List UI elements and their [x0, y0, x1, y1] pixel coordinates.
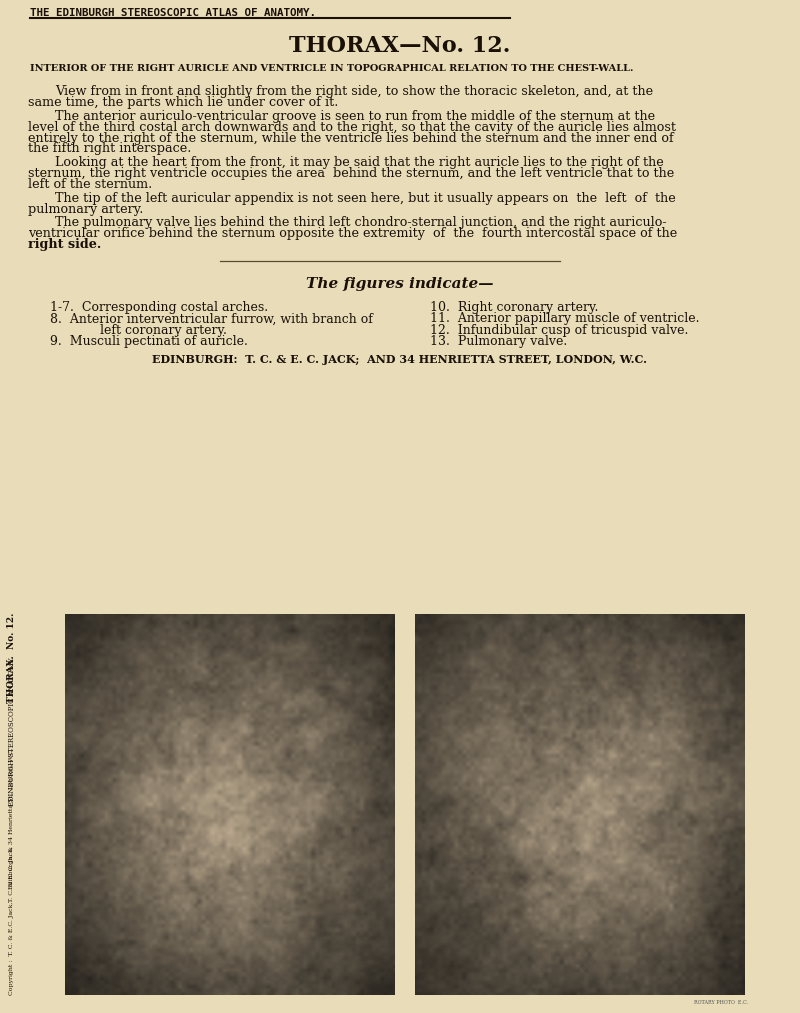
Text: Copyright :  T. C. & E.C. Jack,: Copyright : T. C. & E.C. Jack,	[10, 902, 14, 995]
Text: The tip of the left auricular appendix is not seen here, but it usually appears : The tip of the left auricular appendix i…	[55, 191, 676, 205]
Text: 11.  Anterior papillary muscle of ventricle.: 11. Anterior papillary muscle of ventric…	[430, 312, 699, 325]
Text: level of the third costal arch downwards and to the right, so that the cavity of: level of the third costal arch downwards…	[28, 121, 676, 134]
Bar	[65, 615, 395, 995]
Text: right side.: right side.	[28, 238, 102, 251]
Text: 9.  Musculi pectinati of auricle.: 9. Musculi pectinati of auricle.	[50, 335, 248, 347]
Bar	[415, 615, 745, 995]
Text: THE EDINBURGH STEREOSCOPIC ATLAS OF ANATOMY.: THE EDINBURGH STEREOSCOPIC ATLAS OF ANAT…	[30, 8, 316, 18]
Text: 1-7.  Corresponding costal arches.: 1-7. Corresponding costal arches.	[50, 301, 268, 314]
Text: The anterior auriculo-ventricular groove is seen to run from the middle of the s: The anterior auriculo-ventricular groove…	[55, 109, 655, 123]
Text: 10.  Right coronary artery.: 10. Right coronary artery.	[430, 301, 598, 314]
Text: 12.  Infundibular cusp of tricuspid valve.: 12. Infundibular cusp of tricuspid valve…	[430, 324, 688, 336]
Text: T. C. & E. C. Jack,: T. C. & E. C. Jack,	[10, 846, 14, 903]
Text: the fifth right interspace.: the fifth right interspace.	[28, 143, 191, 155]
Text: THORAX—No. 12.: THORAX—No. 12.	[290, 35, 510, 58]
Text: sternum, the right ventricle occupies the area  behind the sternum, and the left: sternum, the right ventricle occupies th…	[28, 167, 674, 180]
Text: 8.  Anterior interventricular furrow, with branch of: 8. Anterior interventricular furrow, wit…	[50, 312, 373, 325]
Text: EDINBURGH:  T. C. & E. C. JACK;  AND 34 HENRIETTA STREET, LONDON, W.C.: EDINBURGH: T. C. & E. C. JACK; AND 34 HE…	[153, 354, 647, 365]
Text: View from in front and slightly from the right side, to show the thoracic skelet: View from in front and slightly from the…	[55, 85, 653, 98]
Text: THORAX.  No. 12.: THORAX. No. 12.	[7, 612, 17, 703]
Text: The pulmonary valve lies behind the third left chondro-sternal junction, and the: The pulmonary valve lies behind the thir…	[55, 217, 666, 229]
Text: left of the sternum.: left of the sternum.	[28, 178, 152, 190]
Text: The figures indicate—: The figures indicate—	[306, 278, 494, 292]
Text: entirely to the right of the sternum, while the ventricle lies behind the sternu: entirely to the right of the sternum, wh…	[28, 132, 674, 145]
Text: EDINBURGH STEREOSCOPIC ANATOMY.: EDINBURGH STEREOSCOPIC ANATOMY.	[8, 656, 16, 806]
Text: Edinburgh, & 34 Henrietta St., London, W.C.: Edinburgh, & 34 Henrietta St., London, W…	[10, 748, 14, 888]
Text: left coronary artery.: left coronary artery.	[100, 324, 227, 336]
Text: ROTARY PHOTO  E.C.: ROTARY PHOTO E.C.	[694, 1000, 748, 1005]
Text: pulmonary artery.: pulmonary artery.	[28, 203, 143, 216]
Text: Looking at the heart from the front, it may be said that the right auricle lies : Looking at the heart from the front, it …	[55, 156, 664, 169]
Text: 13.  Pulmonary valve.: 13. Pulmonary valve.	[430, 335, 567, 347]
Text: INTERIOR OF THE RIGHT AURICLE AND VENTRICLE IN TOPOGRAPHICAL RELATION TO THE CHE: INTERIOR OF THE RIGHT AURICLE AND VENTRI…	[30, 64, 634, 73]
Text: ventricular orifice behind the sternum opposite the extremity  of  the  fourth i: ventricular orifice behind the sternum o…	[28, 227, 678, 240]
Text: same time, the parts which lie under cover of it.: same time, the parts which lie under cov…	[28, 96, 338, 109]
